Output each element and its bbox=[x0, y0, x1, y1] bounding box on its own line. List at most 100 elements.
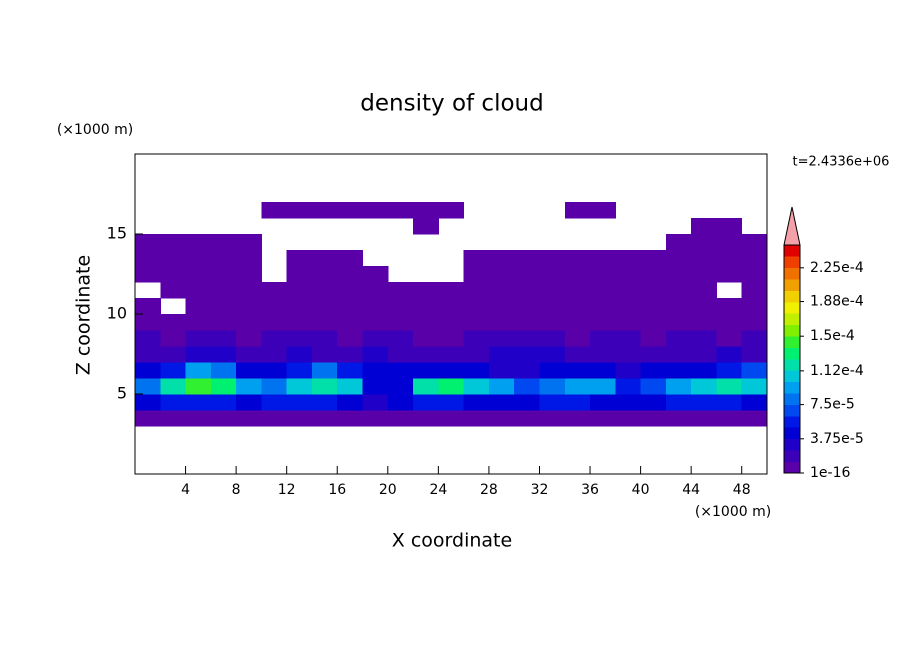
contour-cell bbox=[590, 314, 616, 331]
contour-cell bbox=[691, 298, 717, 315]
contour-cell bbox=[564, 394, 591, 411]
colorbar-band bbox=[784, 381, 800, 394]
contour-cell bbox=[615, 394, 642, 411]
contour-cell bbox=[691, 250, 717, 267]
time-annotation: t=2.4336e+06 bbox=[793, 155, 890, 170]
contour-cell bbox=[463, 362, 490, 379]
contour-cell bbox=[438, 394, 465, 411]
contour-cell bbox=[463, 314, 490, 331]
contour-cell bbox=[741, 378, 768, 395]
contour-cell bbox=[236, 378, 262, 395]
contour-cell bbox=[488, 378, 515, 395]
colorbar-band bbox=[784, 324, 800, 337]
contour-cell bbox=[311, 378, 338, 395]
contour-cell bbox=[438, 330, 465, 347]
contour-cell bbox=[716, 394, 743, 411]
contour-cell bbox=[185, 410, 212, 427]
contour-cell bbox=[665, 314, 692, 331]
contour-cell bbox=[160, 410, 187, 427]
contour-cell bbox=[615, 362, 642, 379]
contour-cell bbox=[413, 298, 439, 315]
x-tick-label: 48 bbox=[733, 482, 751, 498]
contour-cell bbox=[286, 330, 313, 347]
colorbar-band bbox=[784, 302, 800, 314]
contour-cell bbox=[362, 202, 389, 219]
y-axis-label: Z coordinate bbox=[73, 255, 95, 375]
contour-cell bbox=[135, 298, 161, 315]
contour-cell bbox=[691, 362, 717, 379]
contour-cell bbox=[564, 362, 591, 379]
contour-cell bbox=[665, 330, 692, 347]
contour-cell bbox=[716, 266, 743, 283]
contour-cell bbox=[514, 250, 540, 267]
contour-cell bbox=[362, 266, 389, 283]
contour-cell bbox=[210, 394, 237, 411]
x-tick-label: 20 bbox=[379, 482, 397, 498]
colorbar-tick-label: 3.75e-5 bbox=[810, 431, 864, 447]
contour-cell bbox=[741, 266, 768, 283]
contour-cell bbox=[640, 346, 667, 363]
contour-cell bbox=[514, 314, 540, 331]
contour-cell bbox=[665, 346, 692, 363]
contour-cell bbox=[236, 394, 262, 411]
contour-cell bbox=[337, 298, 364, 315]
contour-cell bbox=[286, 378, 313, 395]
contour-cell bbox=[463, 394, 490, 411]
contour-cell bbox=[160, 250, 187, 267]
contour-cell bbox=[665, 266, 692, 283]
contour-cell bbox=[160, 394, 187, 411]
contour-cell bbox=[413, 394, 439, 411]
colorbar-band bbox=[784, 279, 800, 291]
contour-cell bbox=[311, 362, 338, 379]
contour-cell bbox=[514, 298, 540, 315]
colorbar-tick-label: 1.12e-4 bbox=[810, 363, 864, 379]
x-tick-label: 28 bbox=[480, 482, 498, 498]
contour-cell bbox=[691, 394, 717, 411]
contour-cell bbox=[362, 298, 389, 315]
contour-cell bbox=[640, 314, 667, 331]
contour-cell bbox=[185, 330, 212, 347]
colorbar-band bbox=[784, 370, 800, 383]
contour-cell bbox=[261, 298, 288, 315]
y-tick-label: 5 bbox=[117, 384, 127, 403]
contour-cell bbox=[640, 394, 667, 411]
contour-cell bbox=[488, 266, 515, 283]
contour-cell bbox=[337, 202, 364, 219]
contour-cell bbox=[135, 394, 161, 411]
contour-cell bbox=[413, 282, 439, 299]
contour-cell bbox=[413, 362, 439, 379]
contour-cell bbox=[539, 346, 566, 363]
contour-cell bbox=[311, 410, 338, 427]
contour-cell bbox=[741, 250, 768, 267]
contour-cell bbox=[236, 250, 262, 267]
contour-cell bbox=[640, 410, 667, 427]
contour-cell bbox=[640, 266, 667, 283]
contour-cell bbox=[716, 298, 743, 315]
contour-cell bbox=[590, 298, 616, 315]
contour-cell bbox=[185, 298, 212, 315]
contour-cell bbox=[185, 346, 212, 363]
x-tick-label: 32 bbox=[531, 482, 549, 498]
contour-cell bbox=[337, 378, 364, 395]
contour-cell bbox=[413, 218, 439, 235]
contour-cell bbox=[261, 314, 288, 331]
contour-cell bbox=[135, 410, 161, 427]
contour-cell bbox=[387, 298, 414, 315]
colorbar-band bbox=[784, 267, 800, 280]
contour-cell bbox=[590, 250, 616, 267]
contour-cell bbox=[741, 314, 768, 331]
x-tick-label: 4 bbox=[181, 482, 190, 498]
colorbar-band bbox=[784, 336, 800, 348]
contour-cell bbox=[337, 346, 364, 363]
contour-cell bbox=[488, 282, 515, 299]
x-tick-label: 36 bbox=[581, 482, 599, 498]
contour-cell bbox=[665, 250, 692, 267]
contour-cell bbox=[438, 362, 465, 379]
contour-cell bbox=[135, 234, 161, 251]
contour-cell bbox=[564, 410, 591, 427]
contour-cell bbox=[210, 282, 237, 299]
contour-cell bbox=[615, 330, 642, 347]
contour-cell bbox=[539, 282, 566, 299]
colorbar-tick-label: 1.5e-4 bbox=[810, 328, 855, 344]
contour-cell bbox=[590, 282, 616, 299]
